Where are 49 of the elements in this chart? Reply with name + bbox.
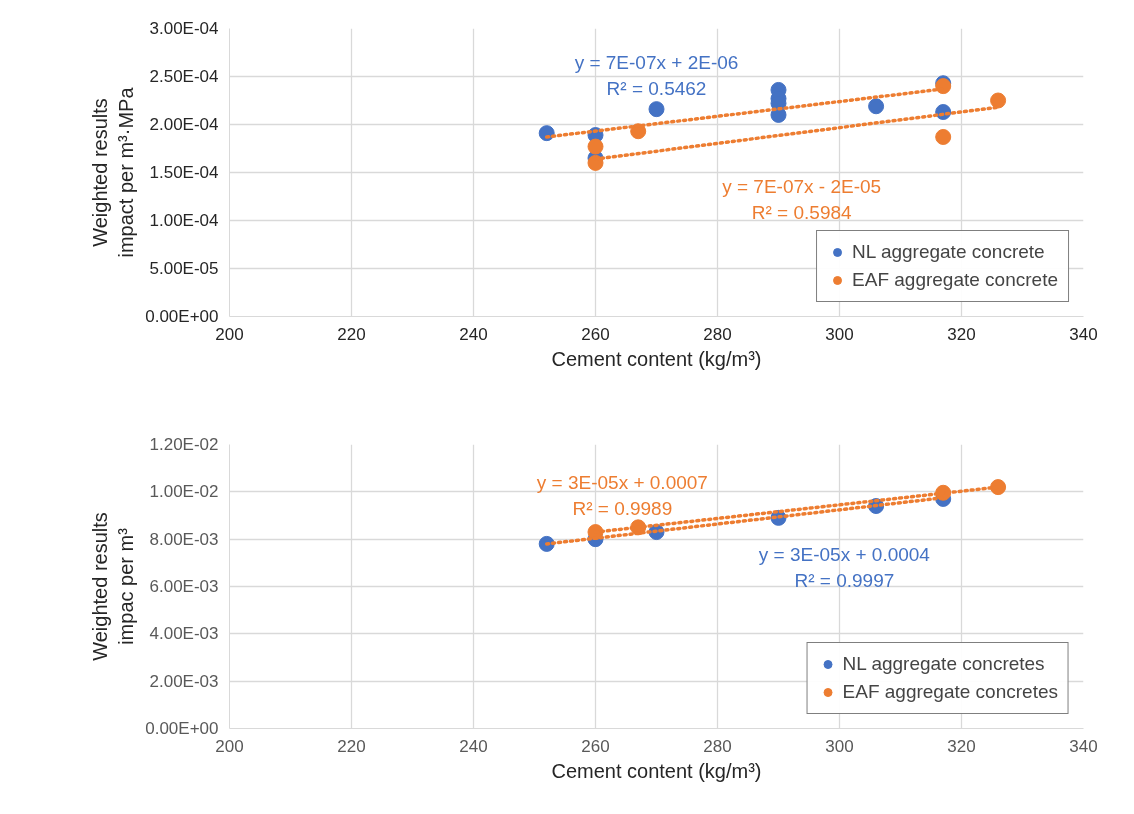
- x-tick-label: 300: [825, 324, 854, 344]
- x-axis-title: Cement content (kg/m³): [551, 347, 762, 370]
- x-tick-label: 320: [947, 736, 976, 756]
- x-tick-label: 220: [337, 736, 366, 756]
- y-tick-label: 6.00E-03: [149, 577, 219, 596]
- annotation: y = 7E-07x - 2E-05 R² = 0.5984: [722, 175, 882, 223]
- y-tick-label: 1.00E-02: [149, 482, 219, 502]
- x-axis-title: Cement content (kg/m³): [551, 759, 762, 782]
- y-tick-label: 2.50E-04: [149, 67, 219, 86]
- x-tick-label: 240: [459, 324, 488, 344]
- x-tick-label: 340: [1069, 324, 1098, 344]
- annotation: y = 3E-05x + 0.0007 R² = 0.9989: [536, 471, 708, 519]
- annotation: y = 3E-05x + 0.0004 R² = 0.9997: [758, 544, 931, 592]
- y-tick-label: 2.00E-04: [149, 115, 219, 134]
- x-tick-label: 240: [459, 736, 488, 756]
- y-tick-label: 0.00E+00: [145, 307, 219, 326]
- y-tick-label: 0.00E+00: [145, 719, 219, 738]
- point: [990, 479, 1007, 496]
- point: [935, 128, 952, 145]
- legend-label: NL aggregate concretes: [842, 653, 1045, 675]
- y-tick-label: 2.00E-03: [149, 671, 219, 691]
- annotation: y = 7E-07x + 2E-06 R² = 0.5462: [574, 52, 739, 100]
- y-tick-label: 8.00E-03: [149, 529, 219, 549]
- point: [648, 101, 665, 118]
- y-tick-label: 5.00E-05: [149, 259, 219, 278]
- x-tick-label: 280: [703, 324, 732, 344]
- y-tick-label: 3.00E-04: [149, 19, 219, 38]
- legend-label: EAF aggregate concretes: [842, 681, 1058, 703]
- y-tick-label: 1.00E-04: [149, 211, 219, 230]
- x-tick-label: 320: [947, 324, 976, 344]
- point: [587, 138, 604, 155]
- point: [587, 154, 604, 171]
- x-tick-label: 260: [581, 324, 610, 344]
- legend-label: NL aggregate concrete: [852, 241, 1045, 263]
- y-tick-label: 1.50E-04: [149, 163, 219, 182]
- point: [868, 98, 885, 115]
- x-tick-label: 300: [825, 736, 854, 756]
- x-tick-label: 340: [1069, 736, 1098, 756]
- y-tick-label: 4.00E-03: [149, 624, 219, 644]
- x-tick-label: 200: [215, 736, 244, 756]
- y-tick-label: 1.20E-02: [149, 435, 219, 454]
- x-tick-label: 280: [703, 736, 732, 756]
- x-tick-label: 200: [215, 324, 244, 344]
- y-axis-title: Weighted results impac per m³: [88, 512, 138, 661]
- y-axis-title: Weighted results impact per m³·MPa: [88, 86, 138, 258]
- x-tick-label: 260: [581, 736, 610, 756]
- legend-label: EAF aggregate concrete: [852, 269, 1058, 291]
- x-tick-label: 220: [337, 324, 366, 344]
- point: [990, 92, 1007, 109]
